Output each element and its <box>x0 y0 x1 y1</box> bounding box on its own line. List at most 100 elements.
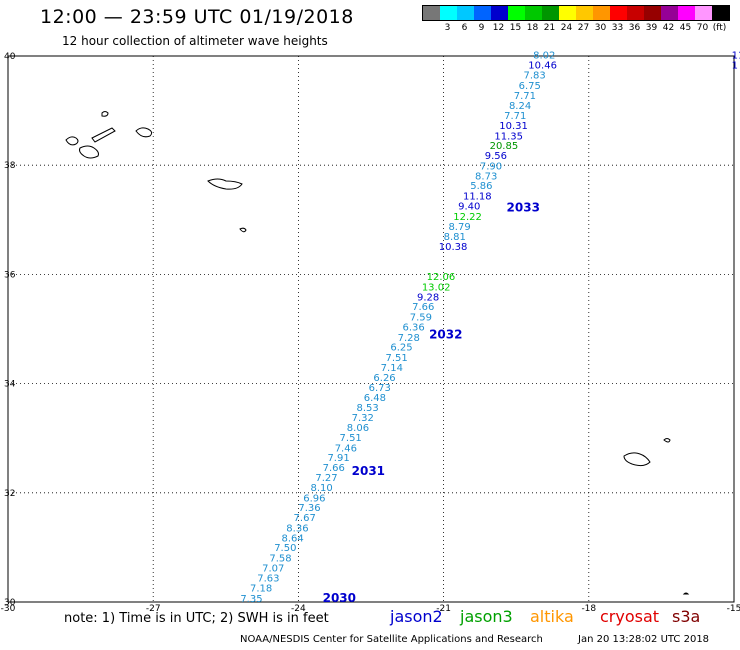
island-outline <box>682 592 690 595</box>
legend-label: 36 <box>628 23 641 33</box>
satellite-name: altika <box>530 607 574 626</box>
legend-label: 15 <box>509 23 522 33</box>
swh-value: 6.26 <box>373 373 395 384</box>
lat-tick-label: 38 <box>4 161 16 171</box>
axis-tick-labels: -30 -27 -24 -21 -18 -15 30 32 34 36 38 40 <box>1 52 740 614</box>
legend-label: 70 <box>696 23 709 33</box>
swh-value: 7.71 <box>504 111 526 122</box>
swh-value: 8.64 <box>281 533 303 544</box>
legend-swatch <box>542 6 559 20</box>
legend-swatch <box>440 6 457 20</box>
track-id-label: 2030 <box>323 591 356 605</box>
swh-value: 8.06 <box>347 423 369 434</box>
legend-label: 6 <box>461 23 468 33</box>
map-grid <box>7 55 735 603</box>
legend-swatch <box>474 6 491 20</box>
legend-swatch <box>678 6 695 20</box>
swh-value: 7.27 <box>315 473 337 484</box>
swh-value: 8.81 <box>444 232 466 243</box>
legend-swatch <box>610 6 627 20</box>
legend-swatch <box>525 6 542 20</box>
legend-label: 45 <box>679 23 692 33</box>
swh-value: 9.56 <box>485 151 507 162</box>
swh-value: 7.66 <box>412 302 434 313</box>
satellite-name: s3a <box>672 607 701 626</box>
swh-value: 7.50 <box>274 543 296 554</box>
swh-value: 7.35 <box>240 594 262 605</box>
swh-value: 10.38 <box>439 242 468 253</box>
lat-tick-label: 34 <box>4 380 16 390</box>
swh-value: 11.35 <box>494 131 523 142</box>
track-id-label: 2031 <box>352 464 385 478</box>
legend-label: 18 <box>526 23 539 33</box>
lon-tick-label: -18 <box>581 604 596 614</box>
swh-value: 6.36 <box>402 322 424 333</box>
lon-tick-label: -27 <box>146 604 161 614</box>
swh-value: 10.46 <box>528 61 557 72</box>
legend-swatch <box>712 6 729 20</box>
legend-swatch <box>695 6 712 20</box>
swh-value: 8.02 <box>533 50 555 61</box>
lat-tick-label: 36 <box>4 270 16 280</box>
island-outline <box>101 111 109 117</box>
swh-value: 7.51 <box>386 353 408 364</box>
page-title: 12:00 — 23:59 UTC 01/19/2018 <box>40 6 354 28</box>
swh-value: 8.53 <box>356 403 378 414</box>
swh-value: 11 <box>732 50 740 61</box>
swh-value: 7.14 <box>381 363 403 374</box>
swh-value: 8.36 <box>286 523 308 534</box>
legend-swatch <box>593 6 610 20</box>
legend-label: 30 <box>594 23 607 33</box>
legend-swatch <box>508 6 525 20</box>
lat-tick-label: 40 <box>4 52 16 62</box>
swh-value: 6.75 <box>519 81 541 92</box>
island-outline <box>91 127 116 143</box>
track-labels: 2030 2031 2032 2033 <box>323 200 540 605</box>
island-outlines <box>65 111 690 595</box>
swh-value: 1 <box>732 61 738 72</box>
legend-swatch <box>423 6 440 20</box>
color-legend: 3 6 9 12 15 18 21 24 27 30 33 36 39 42 45 70 (ft) <box>422 5 730 35</box>
swh-value: 13.02 <box>422 282 451 293</box>
swh-value: 9.40 <box>458 201 480 212</box>
swh-value: 7.18 <box>250 584 272 595</box>
legend-swatch <box>627 6 644 20</box>
swh-value: 7.07 <box>262 563 284 574</box>
track-id-label: 2032 <box>429 327 462 341</box>
legend-swatch <box>559 6 576 20</box>
swh-value: 12.22 <box>453 212 482 223</box>
satellite-name: cryosat <box>600 607 660 626</box>
swh-value: 7.58 <box>269 554 291 565</box>
swh-value: 7.71 <box>514 91 536 102</box>
swh-value: 7.46 <box>335 443 357 454</box>
swh-value: 12.06 <box>427 272 456 283</box>
swh-value: 6.25 <box>390 343 412 354</box>
swh-value: 10.31 <box>499 121 528 132</box>
legend-color-bar <box>422 5 730 21</box>
legend-label: 21 <box>543 23 556 33</box>
legend-label: 9 <box>478 23 485 33</box>
swh-value: 6.73 <box>369 383 391 394</box>
swh-value: 11.18 <box>463 192 492 203</box>
swh-observations: 7.357.187.637.077.587.508.648.367.677.36… <box>240 50 740 605</box>
swh-value: 7.91 <box>327 453 349 464</box>
lon-tick-label: -21 <box>436 604 451 614</box>
swh-value: 7.90 <box>480 161 502 172</box>
swh-value: 7.63 <box>257 573 279 584</box>
page-subtitle: 12 hour collection of altimeter wave hei… <box>62 34 328 48</box>
legend-label: 39 <box>645 23 658 33</box>
island-outline <box>239 227 247 233</box>
swh-value: 8.10 <box>311 483 333 494</box>
credit-text: NOAA/NESDIS Center for Satellite Applica… <box>240 634 543 645</box>
legend-swatch <box>457 6 474 20</box>
swh-value: 20.85 <box>490 141 519 152</box>
lat-tick-label: 32 <box>4 489 15 499</box>
swh-value: 8.79 <box>448 222 470 233</box>
swh-value: 9.28 <box>417 292 439 303</box>
swh-value: 7.32 <box>352 413 374 424</box>
legend-labels: 3 6 9 12 15 18 21 24 27 30 33 36 39 42 45 70 (ft) <box>422 21 730 35</box>
legend-unit: (ft) <box>712 23 727 33</box>
map-frame <box>7 55 735 603</box>
lat-tick-label: 30 <box>4 598 16 608</box>
swh-value: 7.36 <box>298 503 320 514</box>
